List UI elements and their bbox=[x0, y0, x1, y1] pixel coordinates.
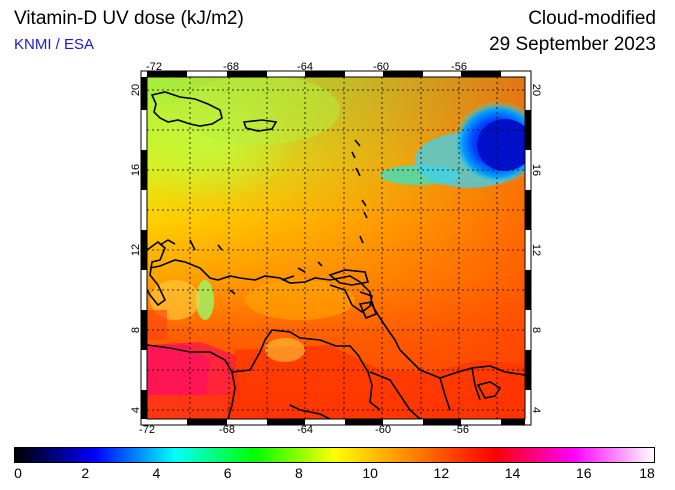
axis-labels: -72 -68 -64 -60 -56 -72 -68 -64 -60 -56 … bbox=[130, 61, 542, 436]
color-scale-tick: 12 bbox=[433, 465, 450, 481]
color-scale-tick: 10 bbox=[362, 465, 378, 481]
uv-dose-map: -72 -68 -64 -60 -56 -72 -68 -64 -60 -56 … bbox=[130, 61, 542, 436]
color-scale-tick: 6 bbox=[223, 465, 232, 481]
date-label: 29 September 2023 bbox=[489, 34, 656, 55]
lon-tick-bottom: -68 bbox=[219, 424, 235, 436]
lon-tick-top: -56 bbox=[451, 61, 467, 73]
lat-tick-left: 20 bbox=[130, 84, 142, 96]
lat-tick-right: 20 bbox=[530, 84, 542, 96]
color-scale-tick: 2 bbox=[81, 465, 90, 481]
lon-tick-top: -60 bbox=[373, 61, 389, 73]
source-label: KNMI / ESA bbox=[14, 36, 95, 53]
lat-tick-left: 8 bbox=[130, 327, 142, 333]
color-scale-tick: 0 bbox=[14, 465, 22, 481]
lon-tick-bottom: -72 bbox=[139, 424, 155, 436]
lon-tick-bottom: -56 bbox=[453, 424, 469, 436]
lon-tick-top: -64 bbox=[297, 61, 313, 73]
lat-tick-right: 16 bbox=[530, 164, 542, 176]
color-scale-bar bbox=[14, 447, 655, 463]
lon-tick-bottom: -60 bbox=[375, 424, 391, 436]
coastlines bbox=[147, 91, 525, 419]
lon-tick-top: -72 bbox=[146, 61, 162, 73]
color-scale-tick: 18 bbox=[639, 465, 655, 481]
graticule bbox=[147, 77, 525, 419]
lat-tick-right: 12 bbox=[530, 244, 542, 256]
lon-tick-top: -68 bbox=[223, 61, 239, 73]
lat-tick-left: 16 bbox=[130, 164, 142, 176]
lat-tick-left: 12 bbox=[130, 244, 142, 256]
map-field bbox=[147, 77, 525, 419]
color-scale-tick: 16 bbox=[575, 465, 592, 481]
lat-tick-left: 4 bbox=[130, 407, 142, 413]
map-frame bbox=[140, 70, 532, 426]
color-scale-tick: 8 bbox=[294, 465, 303, 481]
lon-tick-bottom: -64 bbox=[297, 424, 313, 436]
color-scale-tick: 4 bbox=[152, 465, 161, 481]
color-scale-tick: 14 bbox=[504, 465, 521, 481]
product-label: Cloud-modified bbox=[528, 8, 656, 29]
lat-tick-right: 8 bbox=[530, 327, 542, 333]
lat-tick-right: 4 bbox=[530, 407, 542, 413]
map-title: Vitamin-D UV dose (kJ/m2) bbox=[14, 8, 244, 29]
